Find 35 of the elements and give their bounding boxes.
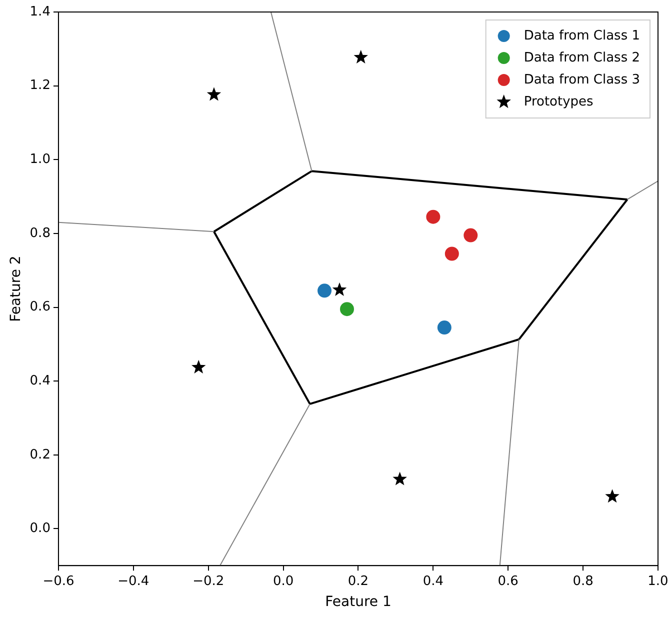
x-tick-label: −0.2: [192, 574, 224, 589]
y-tick-label: 0.8: [30, 226, 50, 241]
y-tick-label: 1.0: [30, 152, 50, 167]
x-tick-label: 0.0: [272, 574, 294, 589]
x-axis-title: Feature 1: [325, 594, 392, 610]
point: [354, 50, 368, 64]
y-tick-label: 0.6: [30, 300, 50, 315]
legend-label: Prototypes: [524, 94, 594, 110]
point: [605, 489, 620, 503]
x-tick-label: −0.6: [42, 574, 74, 589]
y-tick-label: 0.4: [30, 373, 50, 388]
point: [437, 320, 452, 335]
point: [318, 284, 332, 298]
y-tick-label: 0.2: [30, 447, 50, 462]
point: [340, 302, 354, 316]
x-tick-label: −0.4: [118, 574, 150, 589]
y-tick-label: 0.0: [30, 521, 50, 536]
x-tick-label: 0.4: [422, 574, 444, 589]
x-tick-label: 0.6: [498, 574, 518, 589]
point: [444, 246, 459, 261]
y-axis-title: Feature 2: [8, 256, 24, 322]
y-tick-label: 1.4: [30, 4, 50, 20]
legend-label: Data from Class 2: [524, 50, 640, 66]
point: [426, 210, 440, 224]
point: [191, 360, 206, 374]
point: [206, 87, 222, 101]
legend-label: Data from Class 1: [524, 28, 640, 44]
x-tick-label: 1.0: [648, 574, 668, 589]
point: [464, 228, 478, 242]
x-tick-label: 0.8: [572, 574, 594, 589]
point: [392, 472, 407, 486]
y-tick-label: 1.2: [30, 78, 50, 94]
legend-label: Data from Class 3: [524, 72, 640, 88]
x-tick-label: 0.2: [348, 574, 369, 589]
point: [332, 282, 347, 296]
